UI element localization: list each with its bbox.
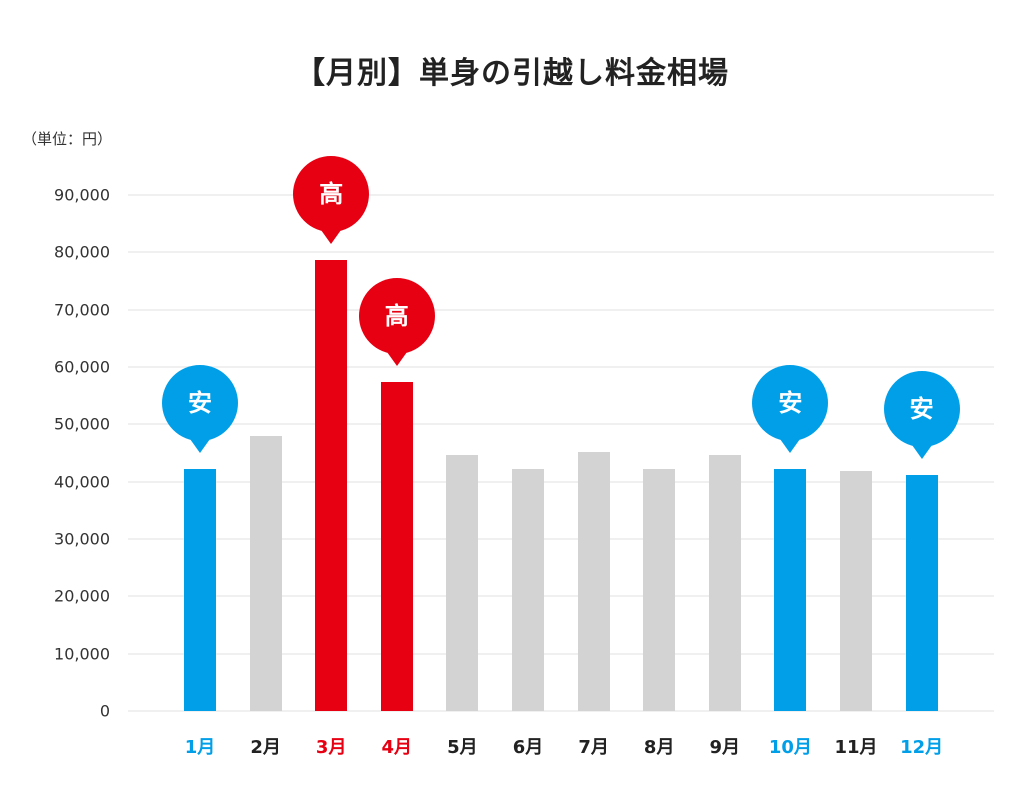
y-tick-label: 30,000 xyxy=(54,529,110,549)
gridline xyxy=(128,652,994,655)
y-tick-label: 50,000 xyxy=(54,414,110,434)
x-tick-label: 4月 xyxy=(381,737,413,758)
bar-5月 xyxy=(446,454,479,711)
gridline xyxy=(128,538,994,540)
x-tick-label: 1月 xyxy=(184,737,216,758)
bar-8月 xyxy=(643,469,676,711)
expensive-badge: 高 xyxy=(358,277,435,366)
x-tick-label: 2月 xyxy=(250,737,281,758)
gridline xyxy=(128,480,994,483)
bar-4月 xyxy=(380,381,413,711)
y-tick-label: 40,000 xyxy=(54,472,110,492)
x-tick-label: 9月 xyxy=(709,737,741,758)
x-tick-label: 8月 xyxy=(643,737,675,758)
cheap-badge: 安 xyxy=(883,370,960,459)
gridline xyxy=(128,423,994,426)
x-tick-label: 5月 xyxy=(447,737,478,758)
bar-2月 xyxy=(249,435,282,711)
gridline xyxy=(128,366,994,368)
x-tick-label: 11月 xyxy=(834,737,878,758)
y-tick-label: 80,000 xyxy=(54,242,110,262)
unit-label: （単位：円） xyxy=(22,130,113,148)
bar-3月 xyxy=(315,259,348,711)
cheap-badge: 安 xyxy=(162,365,238,454)
gridline xyxy=(128,595,994,598)
y-tick-label: 60,000 xyxy=(54,357,110,377)
y-tick-label: 20,000 xyxy=(54,586,110,606)
x-tick-label: 12月 xyxy=(900,737,944,758)
y-tick-label: 10,000 xyxy=(54,644,110,664)
x-tick-label: 6月 xyxy=(512,737,544,758)
bar-6月 xyxy=(512,469,544,711)
x-tick-label: 7月 xyxy=(578,737,609,758)
cheap-badge: 安 xyxy=(752,365,829,454)
y-tick-label: 0 xyxy=(99,701,110,721)
bar-10月 xyxy=(774,469,807,711)
chart-title: 【月別】単身の引越し料金相場 xyxy=(295,56,729,91)
gridline xyxy=(128,308,994,311)
expensive-badge: 高 xyxy=(293,155,370,244)
bar-9月 xyxy=(708,454,741,711)
y-tick-label: 90,000 xyxy=(54,185,110,205)
gridline xyxy=(128,710,994,712)
x-tick-label: 10月 xyxy=(768,737,812,758)
gridline xyxy=(128,251,994,254)
bar-11月 xyxy=(840,470,872,711)
bar-7月 xyxy=(577,451,610,711)
y-tick-label: 70,000 xyxy=(54,300,110,320)
gridline xyxy=(128,194,994,196)
bar-1月 xyxy=(184,469,216,711)
bar-12月 xyxy=(905,474,938,711)
x-tick-label: 3月 xyxy=(315,737,347,758)
